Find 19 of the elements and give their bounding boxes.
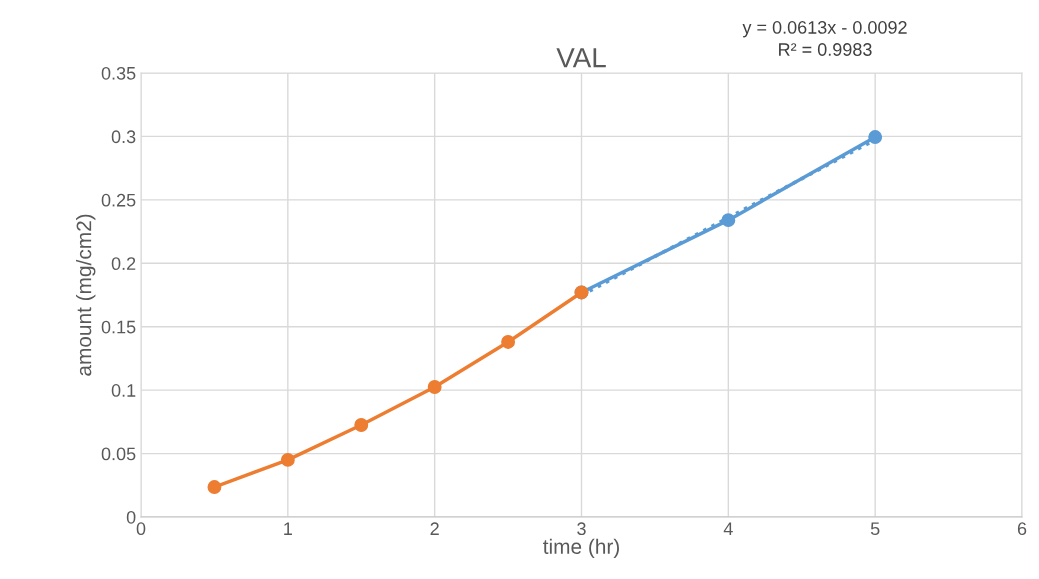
y-tick-label: 0.1 [111,384,136,397]
y-tick-label: 0.2 [111,257,136,271]
x-tick-label: 0 [136,522,146,536]
y-tick-label: 0 [126,510,136,524]
y-tick-label: 0.15 [101,320,136,334]
y-tick-label: 0.25 [101,193,136,207]
x-tick-label: 6 [1017,522,1027,536]
x-tick-label: 4 [723,522,733,535]
x-tick-label: 3 [577,522,586,536]
y-axis-title: amount (mg/cm2) [76,214,96,376]
x-tick-label: 5 [870,522,880,536]
x-tick-label: 2 [430,522,439,535]
y-tick-label: 0.3 [111,130,136,144]
chart-title: VAL [556,48,606,68]
y-tick-label: 0.35 [101,66,136,80]
x-axis-title: time (hr) [543,538,619,559]
x-tick-label: 1 [284,522,292,535]
y-tick-label: 0.05 [101,447,136,461]
text: y = 0.0613x - 0.0092 R² = 0.9983 [742,21,907,56]
